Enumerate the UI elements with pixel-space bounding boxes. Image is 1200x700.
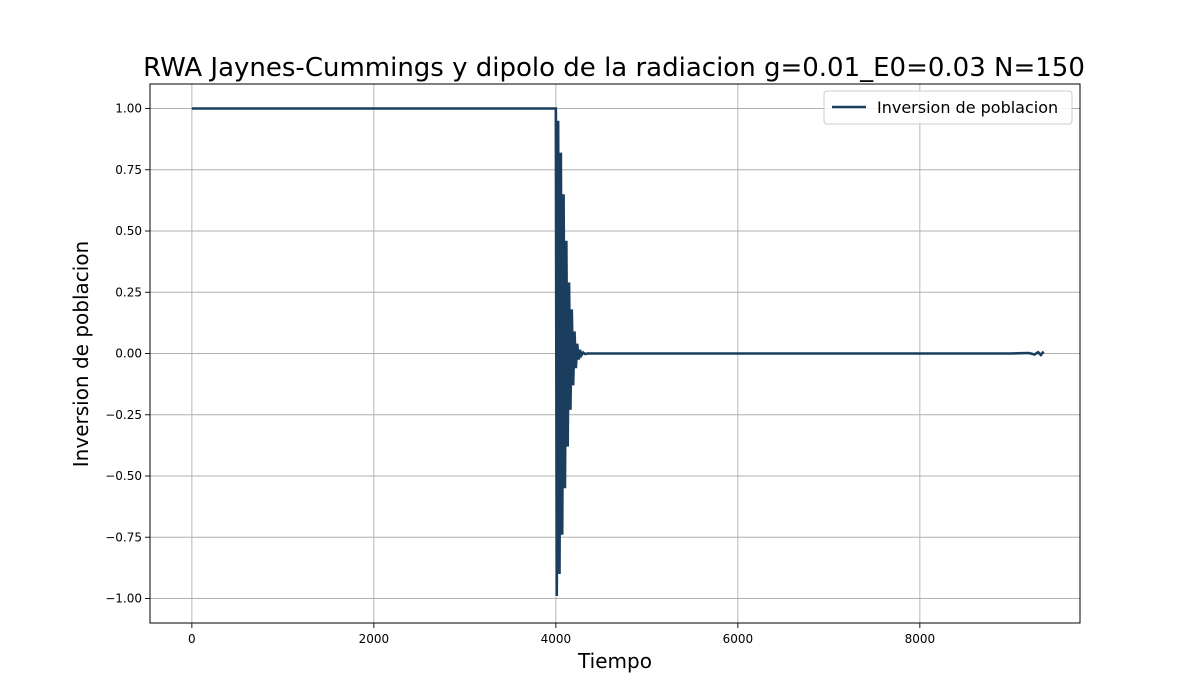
y-tick-label: −0.75 <box>105 530 142 544</box>
x-tick-label: 2000 <box>359 632 390 646</box>
x-axis-label: Tiempo <box>577 649 652 673</box>
x-tick-label: 0 <box>188 632 196 646</box>
y-tick-label: −0.50 <box>105 469 142 483</box>
y-tick-label: −1.00 <box>105 592 142 606</box>
y-tick-label: 0.75 <box>115 163 142 177</box>
y-axis: 1.00 0.75 0.50 0.25 0.00 −0.25 −0.50 −0.75 −1.00 <box>105 102 150 606</box>
y-tick-label: 0.50 <box>115 224 142 238</box>
x-tick-label: 8000 <box>905 632 936 646</box>
y-tick-label: −0.25 <box>105 408 142 422</box>
x-tick-label: 4000 <box>541 632 572 646</box>
legend-box <box>823 90 1073 125</box>
legend: Inversion de poblacion <box>823 90 1073 125</box>
y-tick-label: 0.25 <box>115 285 142 299</box>
legend-label: Inversion de poblacion <box>877 98 1058 117</box>
series-line-0 <box>191 107 1045 597</box>
x-axis: 0 2000 4000 6000 8000 <box>188 623 935 646</box>
y-tick-label: 0.00 <box>115 347 142 361</box>
series-layer <box>191 107 1045 597</box>
x-tick-label: 6000 <box>723 632 754 646</box>
chart-title: RWA Jaynes-Cummings y dipolo de la radia… <box>143 53 1085 83</box>
y-axis-label: Inversion de poblacion <box>69 241 93 467</box>
y-tick-label: 1.00 <box>115 102 142 116</box>
